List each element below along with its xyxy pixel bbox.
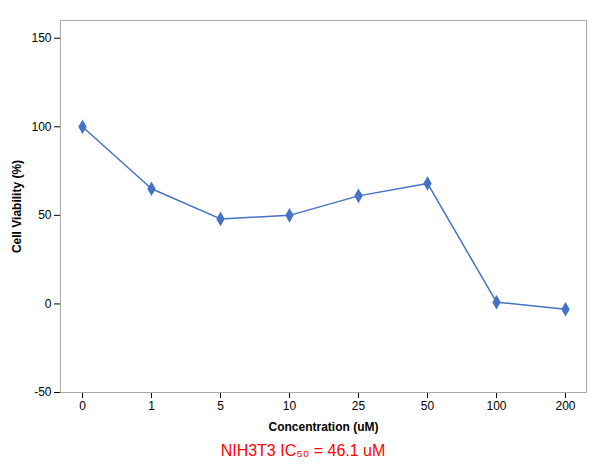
svg-text:50: 50 xyxy=(38,208,52,222)
svg-text:5: 5 xyxy=(217,399,224,413)
svg-text:150: 150 xyxy=(31,31,51,45)
svg-text:100: 100 xyxy=(31,120,51,134)
svg-text:0: 0 xyxy=(45,297,52,311)
svg-text:1: 1 xyxy=(148,399,155,413)
svg-text:Cell Viability (%): Cell Viability (%) xyxy=(10,160,24,253)
svg-text:25: 25 xyxy=(352,399,366,413)
svg-text:Concentration (uM): Concentration (uM) xyxy=(269,420,379,434)
svg-text:0: 0 xyxy=(79,399,86,413)
html-text:NIH3T3 IC₅₀ = 46.1 uM: NIH3T3 IC₅₀ = 46.1 uM xyxy=(220,442,386,459)
svg-text:100: 100 xyxy=(486,399,506,413)
svg-text:50: 50 xyxy=(421,399,435,413)
svg-text:200: 200 xyxy=(555,399,575,413)
svg-text:-50: -50 xyxy=(34,385,52,399)
svg-text:10: 10 xyxy=(283,399,297,413)
